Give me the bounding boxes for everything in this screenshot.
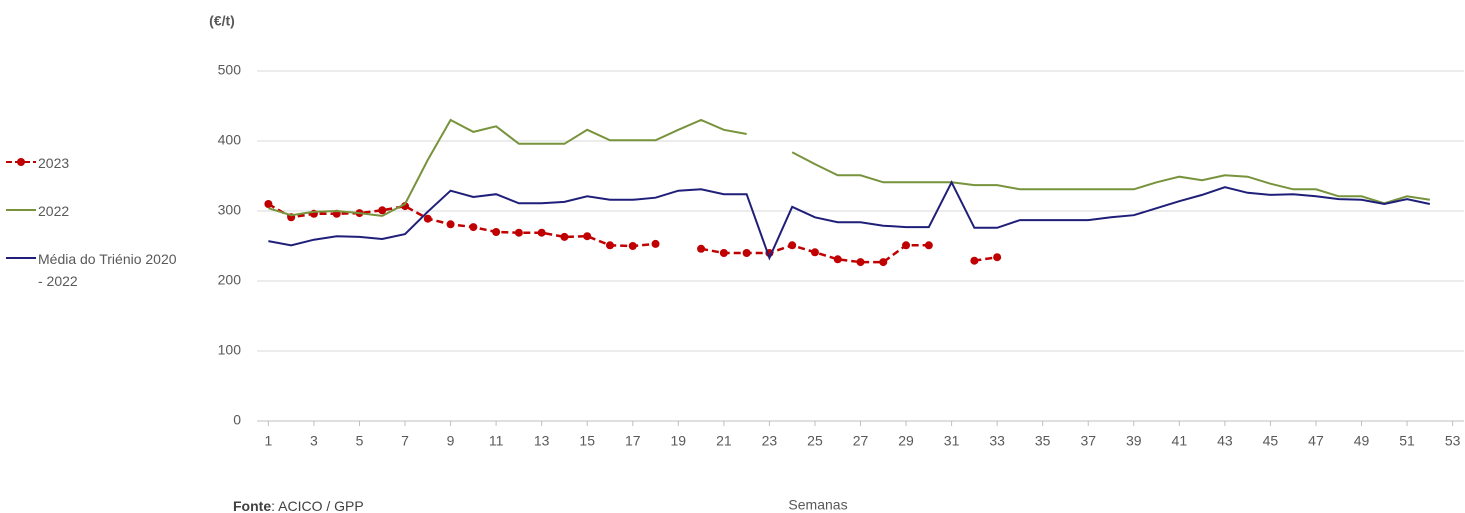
x-tick-label: 17 <box>625 433 641 449</box>
series-marker <box>970 256 979 265</box>
x-tick-label: 51 <box>1399 433 1415 449</box>
series-marker <box>742 249 751 257</box>
legend-label: Média do Triénio 2020 - 2022 <box>38 251 177 289</box>
y-tick-label: 500 <box>218 62 242 78</box>
series-marker <box>833 255 842 264</box>
y-tick-label: 200 <box>218 272 242 288</box>
series-marker <box>810 248 819 257</box>
series-marker <box>788 241 797 250</box>
x-tick-label: 45 <box>1263 433 1279 449</box>
x-axis-label: Semanas <box>788 497 847 513</box>
x-tick-label: 29 <box>898 433 914 449</box>
series-marker <box>514 228 523 237</box>
series-marker <box>719 249 728 257</box>
y-axis-label: (€/t) <box>209 13 235 29</box>
series-marker <box>560 232 569 241</box>
series-marker <box>697 244 706 253</box>
x-tick-label: 25 <box>807 433 823 449</box>
x-tick-label: 43 <box>1217 433 1233 449</box>
x-tick-label: 49 <box>1354 433 1370 449</box>
x-tick-label: 9 <box>447 433 455 449</box>
x-tick-label: 5 <box>356 433 364 449</box>
series-marker <box>492 228 501 236</box>
y-tick-label: 0 <box>233 412 241 428</box>
x-tick-label: 41 <box>1172 433 1188 449</box>
x-tick-label: 19 <box>671 433 687 449</box>
series-marker <box>446 220 455 229</box>
source-text: : ACICO / GPP <box>271 498 364 513</box>
x-tick-label: 7 <box>401 433 409 449</box>
x-tick-label: 47 <box>1308 433 1324 449</box>
x-tick-label: 13 <box>534 433 550 449</box>
x-tick-label: 15 <box>579 433 595 449</box>
y-tick-label: 300 <box>218 202 242 218</box>
source: Fonte: ACICO / GPP <box>233 498 364 513</box>
x-tick-label: 39 <box>1126 433 1142 449</box>
series-marker <box>378 206 387 215</box>
series-marker <box>469 223 478 232</box>
series-marker <box>993 253 1002 262</box>
source-label: Fonte <box>233 498 272 513</box>
x-tick-label: 1 <box>264 433 272 449</box>
series-marker <box>583 232 592 241</box>
legend-label: 2022 <box>38 203 70 219</box>
x-tick-label: 35 <box>1035 433 1051 449</box>
legend-swatch <box>6 158 36 166</box>
series-marker <box>423 214 432 223</box>
x-tick-label: 31 <box>944 433 960 449</box>
legend-marker <box>17 158 25 166</box>
series-marker <box>879 258 888 267</box>
legend-label: 2023 <box>38 155 70 171</box>
series-marker <box>628 242 637 250</box>
series-marker <box>902 241 911 250</box>
y-tick-label: 100 <box>218 342 242 358</box>
x-tick-label: 23 <box>762 433 778 449</box>
series-marker <box>537 228 546 237</box>
y-tick-label: 400 <box>218 132 242 148</box>
series-marker <box>924 241 933 250</box>
series-line <box>268 118 1430 217</box>
series-marker <box>856 258 865 267</box>
x-tick-label: 27 <box>853 433 869 449</box>
series-marker <box>605 241 614 250</box>
series-line <box>267 202 998 264</box>
series-marker <box>264 200 273 208</box>
series-line <box>268 180 1431 261</box>
x-tick-label: 21 <box>716 433 732 449</box>
x-tick-label: 37 <box>1080 433 1096 449</box>
x-tick-label: 3 <box>310 433 318 449</box>
x-tick-label: 53 <box>1445 433 1461 449</box>
x-tick-label: 11 <box>489 433 504 449</box>
legend-swatch <box>6 209 36 211</box>
legend-swatch <box>6 257 36 259</box>
series-marker <box>651 239 660 248</box>
x-tick-label: 33 <box>989 433 1005 449</box>
